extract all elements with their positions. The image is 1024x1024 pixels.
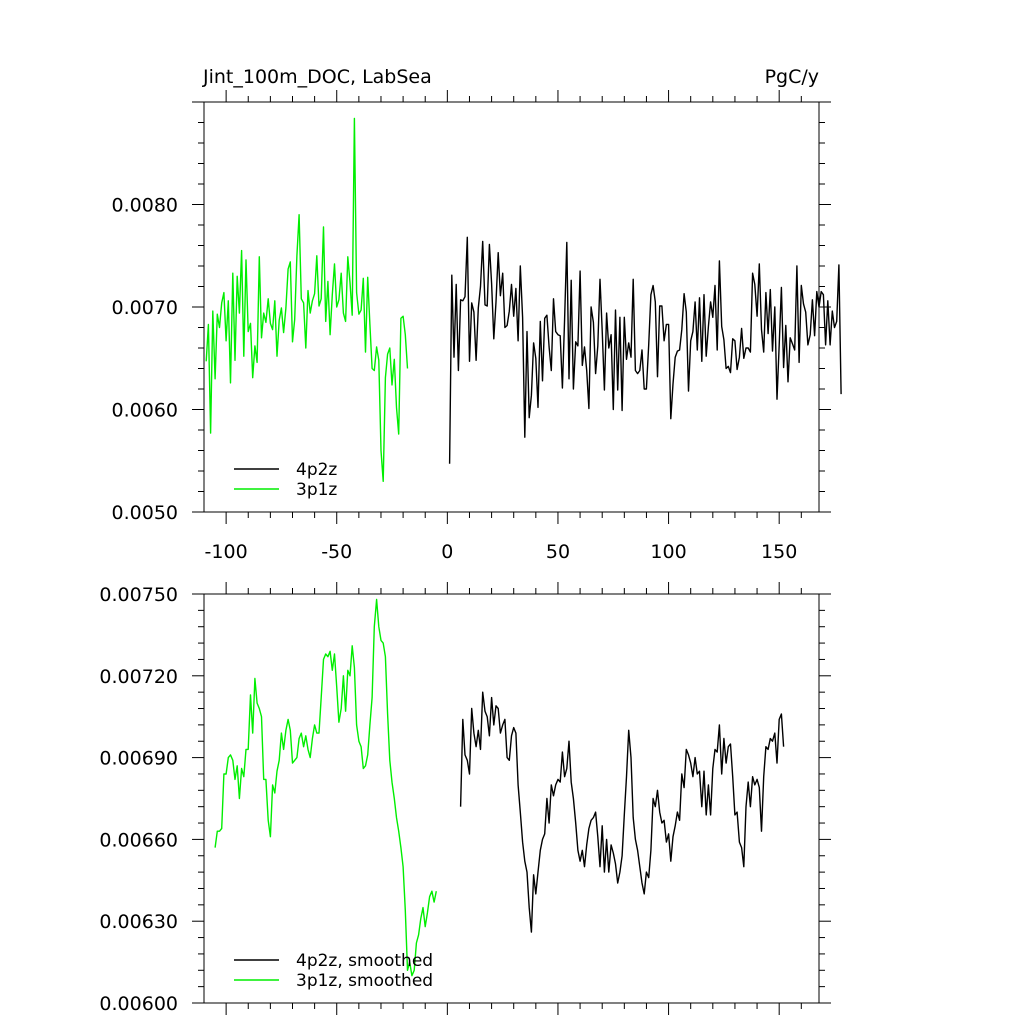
y-tick-label: 0.00750: [99, 584, 178, 606]
x-tick-label: 50: [546, 541, 570, 563]
y-tick-label: 0.0050: [112, 502, 178, 524]
series-line-3p1z: [205, 117, 409, 482]
y-tick-label: 0.00720: [99, 666, 178, 688]
x-tick-label: 150: [761, 541, 797, 563]
y-tick-label: 0.0060: [112, 400, 178, 422]
bottom-panel: 0.00600 0.00630 0.00660 0.00690 0.00720 0.007…: [99, 582, 831, 1015]
legend-label: 3p1z, smoothed: [296, 971, 433, 991]
series-line-3p1z-smoothed: [214, 598, 437, 977]
y-tick-label: 0.0080: [112, 195, 178, 217]
x-tick-label: -100: [205, 541, 248, 563]
legend-label: 4p2z, smoothed: [296, 951, 433, 971]
series-line-4p2z: [448, 236, 842, 464]
legend-label: 4p2z: [296, 460, 337, 480]
top-panel: Jint_100m_DOC, LabSea PgC/y -100 -50 0 50 10…: [112, 66, 842, 563]
y-tick-label: 0.00600: [99, 993, 178, 1015]
y-tick-label: 0.00660: [99, 829, 178, 851]
x-tick-label: -50: [321, 541, 352, 563]
y-tick-label: 0.00630: [99, 911, 178, 933]
x-tick-label: 100: [650, 541, 686, 563]
x-tick-label: 0: [441, 541, 453, 563]
top-panel-title: Jint_100m_DOC, LabSea: [202, 66, 432, 88]
series-line-4p2z-smoothed: [459, 691, 785, 933]
y-tick-label: 0.00690: [99, 748, 178, 770]
plot-frame: [203, 101, 820, 513]
top-panel-units: PgC/y: [765, 66, 819, 88]
y-tick-label: 0.0070: [112, 297, 178, 319]
legend-label: 3p1z: [296, 480, 337, 500]
plot-frame: [203, 593, 820, 1004]
